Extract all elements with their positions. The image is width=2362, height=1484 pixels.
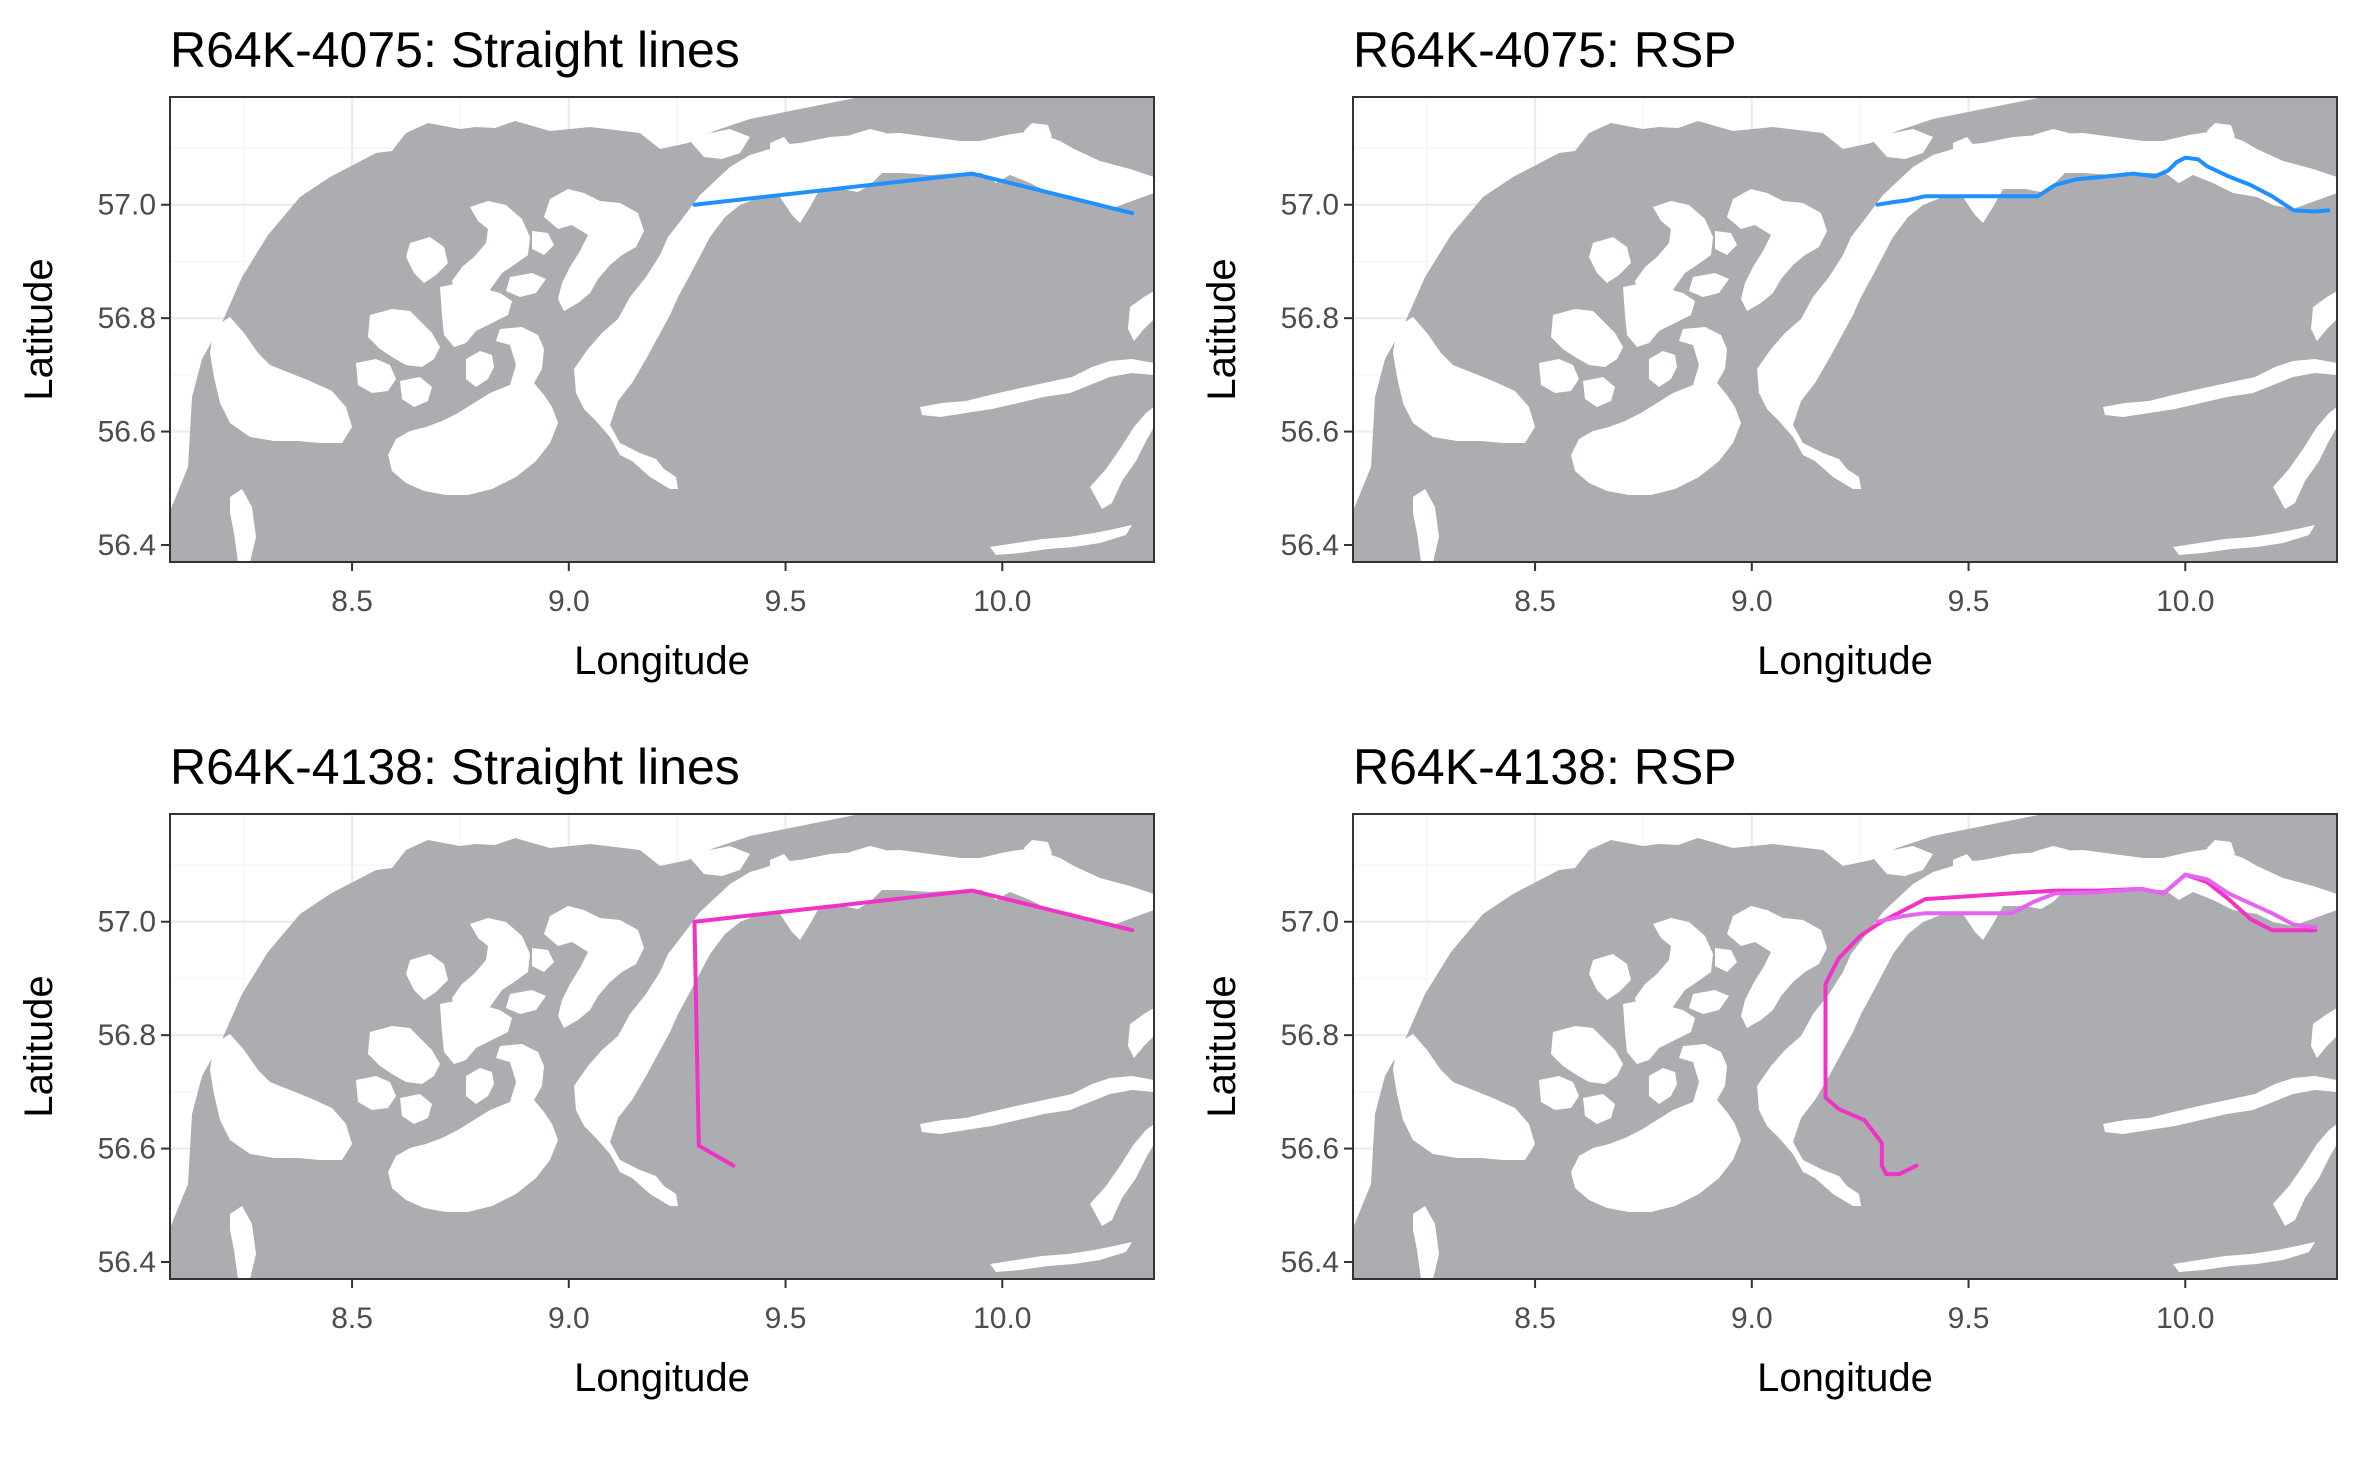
y-tick-label: 57.0 [98, 906, 156, 939]
x-tick-label: 9.0 [548, 1302, 590, 1335]
x-tick-label: 10.0 [973, 1302, 1031, 1335]
y-tick-label: 57.0 [1281, 189, 1339, 222]
y-tick-label: 56.6 [1281, 1133, 1339, 1166]
y-tick-label: 56.8 [98, 302, 156, 335]
plot-area [1353, 97, 2337, 562]
panel-title: R64K-4075: RSP [1353, 22, 1737, 78]
fish-track-line-2 [1875, 872, 2318, 930]
plot-area [170, 814, 1154, 1279]
y-tick-label: 57.0 [98, 189, 156, 222]
y-tick-label: 57.0 [1281, 906, 1339, 939]
panel-title: R64K-4138: RSP [1353, 739, 1737, 795]
x-axis-title: Longitude [1757, 639, 1933, 683]
x-tick-label: 10.0 [2156, 1302, 2214, 1335]
x-tick-label: 9.5 [765, 1302, 807, 1335]
panels: R64K-4075: Straight lines 8.5 9.0 9.5 10.0 56… [17, 22, 2338, 1400]
panel-border [1352, 96, 2338, 563]
y-tick-label: 56.6 [98, 1133, 156, 1166]
y-tick-label: 56.6 [1281, 416, 1339, 449]
y-axis-title: Latitude [1200, 258, 1244, 400]
panel-border [169, 813, 1155, 1280]
x-tick-label: 9.5 [765, 585, 807, 618]
panel-border [169, 96, 1155, 563]
x-tick-label: 9.0 [1731, 1302, 1773, 1335]
x-tick-label: 10.0 [2156, 585, 2214, 618]
y-axis-title: Latitude [17, 258, 61, 400]
x-axis-title: Longitude [1757, 1356, 1933, 1400]
map-panel-r64k-4138-rsp: R64K-4138: RSP 8.5 9.0 9.5 10.0 56.4 56.6 56.8 5… [1200, 739, 2338, 1400]
y-axis-title: Latitude [1200, 975, 1244, 1117]
fish-track-line-1 [1875, 155, 2331, 214]
map-panel-r64k-4075-rsp: R64K-4075: RSP 8.5 9.0 9.5 10.0 56.4 56.6 56.8 5… [1200, 22, 2338, 683]
x-tick-label: 8.5 [1514, 585, 1556, 618]
y-tick-label: 56.8 [98, 1019, 156, 1052]
plot-area [1353, 814, 2337, 1279]
y-tick-label: 56.8 [1281, 302, 1339, 335]
panel-title: R64K-4138: Straight lines [170, 739, 740, 795]
x-tick-label: 10.0 [973, 585, 1031, 618]
y-tick-label: 56.6 [98, 416, 156, 449]
map-panel-r64k-4075-straight-lines: R64K-4075: Straight lines 8.5 9.0 9.5 10.0 56… [17, 22, 1155, 683]
x-tick-label: 9.5 [1948, 585, 1990, 618]
y-tick-label: 56.8 [1281, 1019, 1339, 1052]
x-tick-label: 8.5 [331, 585, 373, 618]
x-axis-title: Longitude [574, 1356, 750, 1400]
x-tick-label: 8.5 [1514, 1302, 1556, 1335]
map-panel-r64k-4138-straight-lines: R64K-4138: Straight lines 8.5 9.0 9.5 10.0 56… [17, 739, 1155, 1400]
x-axis-title: Longitude [574, 639, 750, 683]
fish-track-line-1 [692, 888, 1135, 1168]
y-tick-label: 56.4 [1281, 1246, 1339, 1279]
panel-border [1352, 813, 2338, 1280]
x-tick-label: 9.5 [1948, 1302, 1990, 1335]
y-tick-label: 56.4 [1281, 529, 1339, 562]
x-tick-label: 8.5 [331, 1302, 373, 1335]
y-tick-label: 56.4 [98, 1246, 156, 1279]
x-tick-label: 9.0 [1731, 585, 1773, 618]
y-tick-label: 56.4 [98, 529, 156, 562]
x-tick-label: 9.0 [548, 585, 590, 618]
plot-area [170, 97, 1154, 562]
y-axis-title: Latitude [17, 975, 61, 1117]
panel-title: R64K-4075: Straight lines [170, 22, 740, 78]
fish-track-line-1 [692, 171, 1135, 216]
